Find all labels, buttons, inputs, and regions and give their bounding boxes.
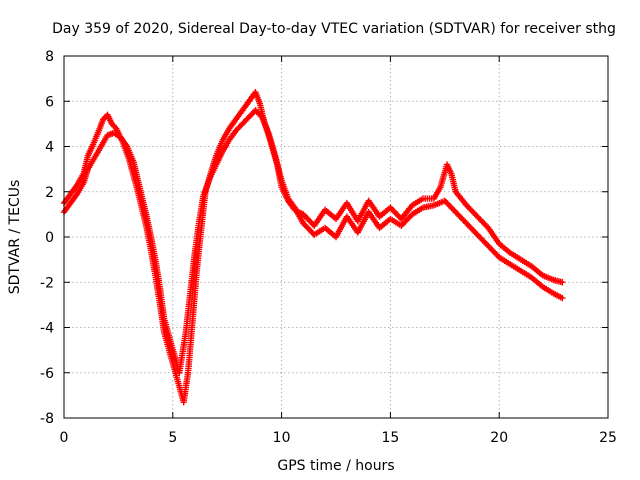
y-tick-label: 6 bbox=[45, 94, 54, 110]
series-track-b bbox=[60, 107, 566, 376]
y-tick-label: 2 bbox=[45, 185, 54, 201]
chart-title: Day 359 of 2020, Sidereal Day-to-day VTE… bbox=[52, 21, 616, 37]
x-tick-label: 10 bbox=[273, 430, 291, 446]
data-point bbox=[559, 279, 566, 286]
y-tick-label: -2 bbox=[40, 275, 54, 291]
y-axis-label: SDTVAR / TECUs bbox=[7, 180, 23, 295]
y-tick-label: -8 bbox=[40, 411, 54, 427]
data-point bbox=[257, 112, 264, 119]
axis-ticks: 0 5 10 15 20 25 -8 -6 -4 -2 0 2 4 6 8 bbox=[40, 49, 617, 446]
x-tick-label: 5 bbox=[168, 430, 177, 446]
x-tick-label: 25 bbox=[599, 430, 617, 446]
grid bbox=[64, 56, 608, 418]
data-point bbox=[559, 294, 566, 302]
x-axis-label: GPS time / hours bbox=[277, 458, 394, 474]
x-tick-label: 0 bbox=[60, 430, 69, 446]
y-tick-label: -4 bbox=[40, 321, 54, 337]
y-tick-label: 0 bbox=[45, 230, 54, 246]
x-tick-label: 20 bbox=[490, 430, 508, 446]
y-tick-label: 4 bbox=[45, 140, 54, 156]
y-tick-label: -6 bbox=[40, 366, 54, 382]
series-layer bbox=[60, 89, 566, 406]
y-tick-label: 8 bbox=[45, 49, 54, 65]
x-tick-label: 15 bbox=[381, 430, 399, 446]
